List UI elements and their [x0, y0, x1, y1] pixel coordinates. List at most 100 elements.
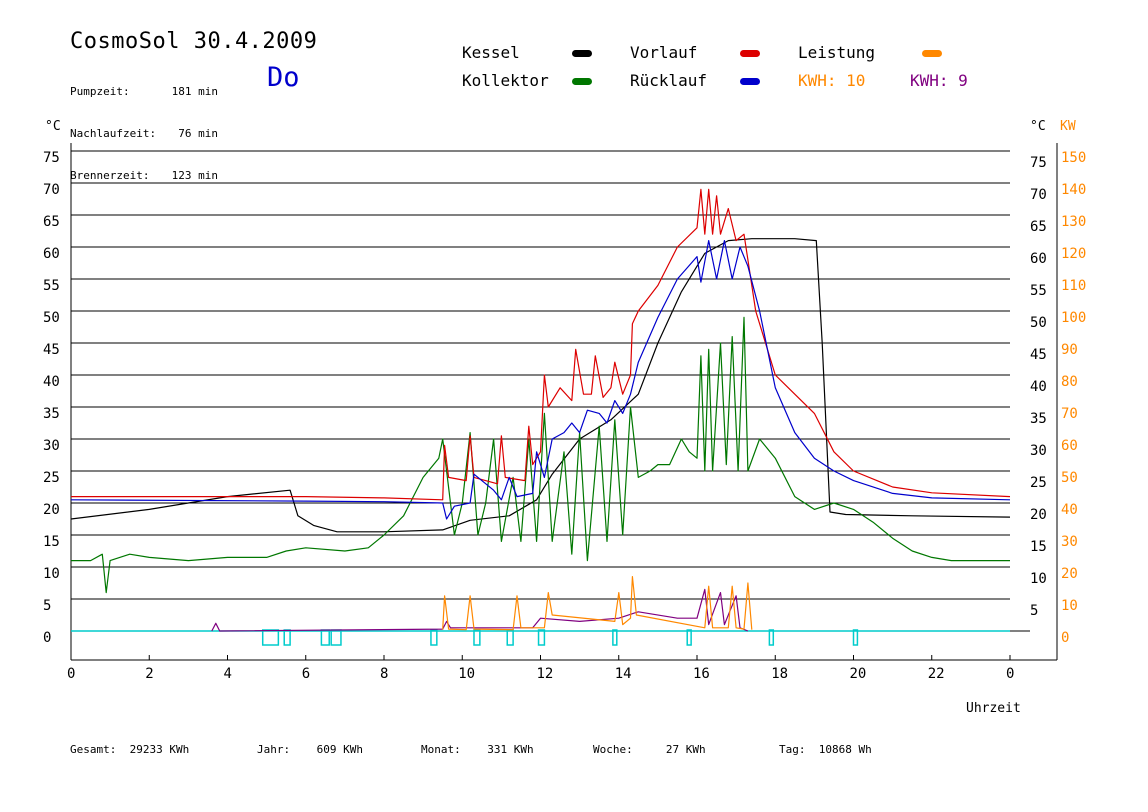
x-tick-label: 10: [458, 666, 475, 682]
y-tick-right-power: 20: [1061, 566, 1078, 582]
y-tick-right-temp: 5: [1030, 603, 1038, 619]
y-tick-right-power: 100: [1061, 310, 1086, 326]
y-tick-right-temp: 35: [1030, 411, 1047, 427]
series-line-vorlauf: [71, 188, 1011, 501]
x-tick-label: 6: [302, 666, 310, 682]
legend-ruecklauf-label: Rücklauf: [630, 71, 708, 90]
y-tick-left: 50: [43, 310, 60, 326]
pump-marker: [473, 629, 481, 646]
pump-marker: [330, 629, 342, 646]
y-tick-right-temp: 20: [1030, 507, 1047, 523]
y-tick-left: 45: [43, 342, 60, 358]
series-line-leistung: [442, 575, 753, 631]
y-tick-left: 15: [43, 534, 60, 550]
y-tick-right-temp: 45: [1030, 347, 1047, 363]
runtime-stats: Pumpzeit: 181 min Nachlaufzeit: 76 min Bre…: [70, 57, 218, 197]
footer-value: 29233 KWh: [129, 743, 190, 756]
pump-marker: [612, 629, 618, 646]
y-tick-left: 0: [43, 630, 51, 646]
series-line-ruecklauf: [70, 240, 1011, 520]
y-tick-left: 20: [43, 502, 60, 518]
y-axis-right-temp-unit: °C: [1030, 119, 1046, 134]
y-tick-right-power: 10: [1061, 598, 1078, 614]
y-tick-right-power: 50: [1061, 470, 1078, 486]
y-tick-right-power: 80: [1061, 374, 1078, 390]
y-tick-left: 55: [43, 278, 60, 294]
y-axis-left-unit: °C: [45, 119, 61, 134]
series-line-kollektor: [71, 316, 1010, 594]
footer-woche: Woche: 27 KWh: [593, 743, 706, 756]
legend-ruecklauf-swatch: [740, 78, 760, 85]
pump-marker: [320, 629, 330, 646]
y-tick-right-power: 140: [1061, 182, 1086, 198]
footer-label: Gesamt:: [70, 743, 117, 756]
legend-kollektor-label: Kollektor: [462, 71, 549, 90]
x-tick-label: 2: [145, 666, 153, 682]
footer-value: 609 KWh: [316, 743, 363, 756]
y-tick-right-power: 90: [1061, 342, 1078, 358]
stat-brennerzeit: Brennerzeit: 123 min: [70, 169, 218, 183]
x-tick-label: 16: [693, 666, 710, 682]
pump-marker: [283, 629, 291, 646]
stat-value: 181 min: [171, 85, 218, 98]
footer-monat: Monat: 331 KWh: [421, 743, 534, 756]
y-tick-right-power: 110: [1061, 278, 1086, 294]
y-tick-right-power: 60: [1061, 438, 1078, 454]
weekday-label: Do: [267, 62, 300, 93]
pump-marker: [768, 629, 775, 646]
y-tick-right-power: 40: [1061, 502, 1078, 518]
y-tick-right-power: 120: [1061, 246, 1086, 262]
footer-value: 331 KWh: [487, 743, 534, 756]
y-tick-right-temp: 40: [1030, 379, 1047, 395]
series-line-kessel: [70, 238, 1011, 533]
y-tick-left: 75: [43, 150, 60, 166]
y-tick-left: 35: [43, 406, 60, 422]
y-tick-left: 10: [43, 566, 60, 582]
stat-label: Pumpzeit:: [70, 85, 130, 98]
y-tick-left: 65: [43, 214, 60, 230]
pump-marker: [506, 629, 514, 646]
x-tick-label: 8: [380, 666, 388, 682]
y-tick-right-temp: 25: [1030, 475, 1047, 491]
y-axis-right-power-unit: KW: [1060, 119, 1076, 134]
y-tick-right-temp: 30: [1030, 443, 1047, 459]
series-line-kwh: [211, 588, 749, 632]
y-tick-right-temp: 10: [1030, 571, 1047, 587]
x-tick-label: 20: [850, 666, 867, 682]
y-tick-left: 40: [43, 374, 60, 390]
y-tick-right-temp: 55: [1030, 283, 1047, 299]
footer-value: 27 KWh: [665, 743, 706, 756]
legend-vorlauf-label: Vorlauf: [630, 43, 698, 62]
pump-marker: [430, 629, 438, 646]
footer-gesamt: Gesamt: 29233 KWh: [70, 743, 189, 756]
pump-marker: [537, 629, 546, 646]
pump-marker: [686, 629, 692, 646]
stat-pumpzeit: Pumpzeit: 181 min: [70, 85, 218, 99]
x-tick-label: 4: [224, 666, 232, 682]
footer-label: Woche:: [593, 743, 633, 756]
y-tick-left: 70: [43, 182, 60, 198]
legend-leistung-swatch: [922, 50, 942, 57]
legend-kessel-label: Kessel: [462, 43, 520, 62]
y-tick-right-temp: 65: [1030, 219, 1047, 235]
x-tick-label: 14: [615, 666, 632, 682]
x-tick-label: 18: [771, 666, 788, 682]
y-tick-right-power: 0: [1061, 630, 1069, 646]
x-tick-label: 0: [67, 666, 75, 682]
footer-label: Monat:: [421, 743, 461, 756]
stat-label: Brennerzeit:: [70, 169, 150, 182]
y-tick-right-power: 30: [1061, 534, 1078, 550]
pump-marker: [261, 629, 280, 646]
y-tick-left: 30: [43, 438, 60, 454]
footer-tag: Tag: 10868 Wh: [779, 743, 872, 756]
footer-value: 10868 Wh: [818, 743, 872, 756]
y-tick-right-temp: 50: [1030, 315, 1047, 331]
y-tick-right-power: 150: [1061, 150, 1086, 166]
y-tick-right-temp: 60: [1030, 251, 1047, 267]
x-tick-label: 0: [1006, 666, 1014, 682]
pump-marker: [852, 629, 859, 646]
x-tick-label: 22: [928, 666, 945, 682]
footer-jahr: Jahr: 609 KWh: [257, 743, 363, 756]
stat-label: Nachlaufzeit:: [70, 127, 157, 140]
